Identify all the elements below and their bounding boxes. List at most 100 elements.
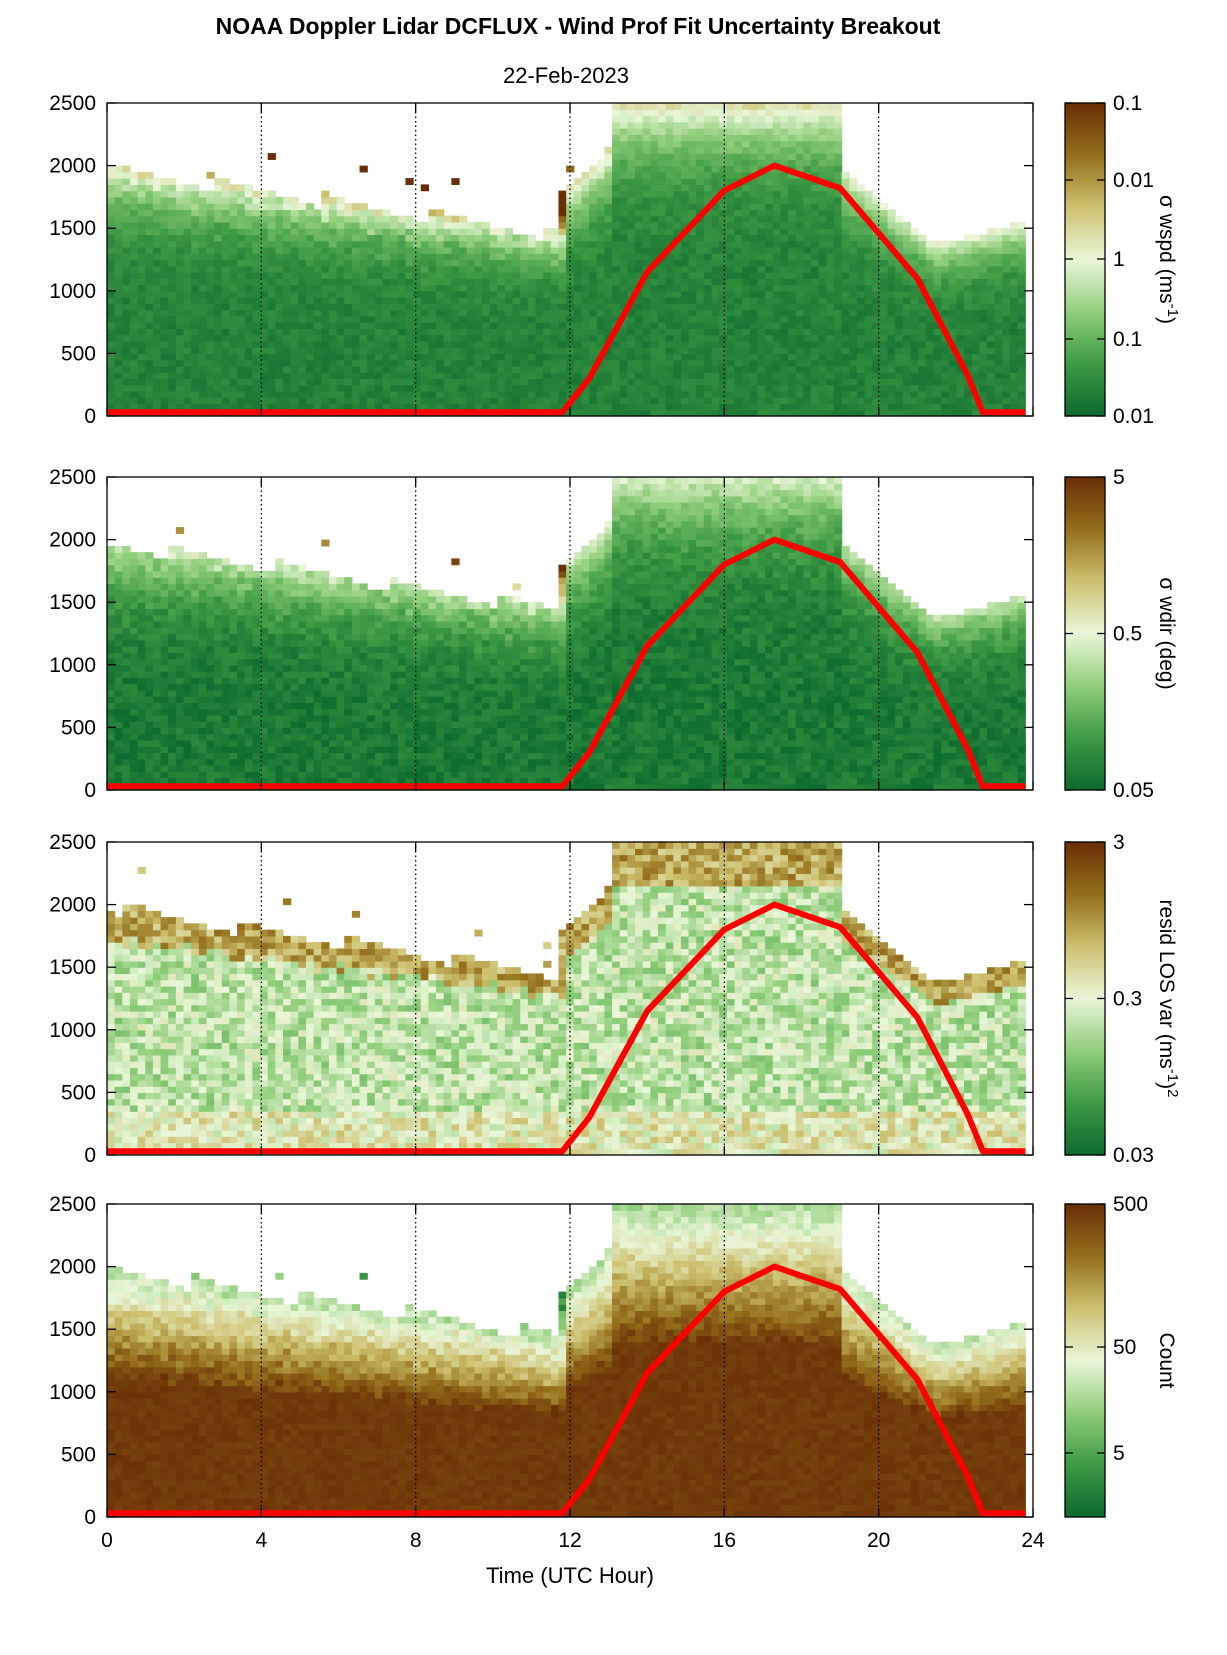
heatmap-cell xyxy=(971,347,980,354)
heatmap-cell xyxy=(420,278,429,286)
heatmap-cell xyxy=(673,284,682,292)
heatmap-cell xyxy=(818,121,827,129)
heatmap-cell xyxy=(137,771,146,779)
heatmap-cell xyxy=(1017,390,1026,398)
heatmap-cell xyxy=(160,570,169,578)
heatmap-cell xyxy=(642,278,651,286)
heatmap-cell xyxy=(864,228,873,236)
heatmap-cell xyxy=(887,297,896,304)
heatmap-cell xyxy=(566,278,575,286)
heatmap-cell xyxy=(765,215,774,223)
heatmap-cell xyxy=(742,203,751,211)
heatmap-cell xyxy=(252,240,261,248)
heatmap-cell xyxy=(175,583,185,591)
heatmap-cell xyxy=(420,309,429,317)
heatmap-cell xyxy=(191,334,200,342)
heatmap-cell xyxy=(420,297,429,304)
heatmap-cell xyxy=(436,365,445,373)
heatmap-cell xyxy=(657,215,667,223)
heatmap-cell xyxy=(612,203,621,211)
heatmap-cell xyxy=(979,347,988,354)
heatmap-cell xyxy=(267,303,276,311)
heatmap-cell xyxy=(145,290,154,298)
heatmap-cell xyxy=(688,284,697,292)
heatmap-cell xyxy=(925,409,935,417)
heatmap-cell xyxy=(948,334,958,342)
heatmap-cell xyxy=(642,209,651,217)
heatmap-cell xyxy=(910,347,919,354)
heatmap-cell xyxy=(734,372,743,380)
heatmap-cell xyxy=(627,209,636,217)
heatmap-cell xyxy=(811,309,820,317)
heatmap-cell xyxy=(887,234,896,242)
heatmap-cell xyxy=(145,184,154,192)
heatmap-cell xyxy=(719,228,728,236)
heatmap-cell xyxy=(711,322,720,329)
heatmap-cell xyxy=(650,203,659,211)
heatmap-cell xyxy=(244,365,253,373)
heatmap-cell xyxy=(183,390,192,398)
heatmap-cell xyxy=(788,246,797,254)
heatmap-cell xyxy=(244,272,253,279)
heatmap-cell xyxy=(987,228,996,236)
heatmap-cell xyxy=(703,409,713,417)
heatmap-cell xyxy=(680,284,690,292)
heatmap-cell xyxy=(107,671,116,678)
heatmap-cell xyxy=(359,322,368,329)
heatmap-cell xyxy=(811,359,820,367)
heatmap-cell xyxy=(183,303,192,311)
heatmap-cell xyxy=(122,758,131,766)
heatmap-cell xyxy=(780,246,789,254)
heatmap-cell xyxy=(803,278,812,286)
heatmap-cell xyxy=(474,246,483,254)
heatmap-cell xyxy=(719,390,728,398)
heatmap-cell xyxy=(833,322,843,329)
heatmap-cell xyxy=(175,184,185,192)
heatmap-cell xyxy=(887,390,896,398)
heatmap-cell xyxy=(344,278,353,286)
heatmap-cell xyxy=(703,315,713,323)
heatmap-cell xyxy=(260,359,269,367)
heatmap-cell xyxy=(673,190,682,198)
heatmap-cell xyxy=(650,178,659,185)
heatmap-cell xyxy=(780,115,789,123)
heatmap-cell xyxy=(137,221,146,229)
heatmap-cell xyxy=(627,334,636,342)
heatmap-cell xyxy=(811,290,820,298)
heatmap-cell xyxy=(757,340,766,348)
heatmap-cell xyxy=(612,390,621,398)
heatmap-cell xyxy=(1002,347,1011,354)
heatmap-cell xyxy=(137,577,146,585)
heatmap-cell xyxy=(910,322,919,329)
heatmap-cell xyxy=(987,240,996,248)
heatmap-cell xyxy=(283,284,292,292)
heatmap-cell xyxy=(765,178,774,185)
heatmap-cell xyxy=(1017,315,1026,323)
heatmap-cell xyxy=(344,384,353,392)
heatmap-cell xyxy=(137,290,146,298)
heatmap-cell xyxy=(726,153,736,160)
heatmap-cell xyxy=(696,190,705,198)
heatmap-cell xyxy=(665,334,674,342)
heatmap-cell xyxy=(826,128,835,135)
heatmap-cell xyxy=(719,403,728,411)
heatmap-cell xyxy=(635,209,644,217)
heatmap-cell xyxy=(964,328,973,336)
heatmap-cell xyxy=(214,365,223,373)
heatmap-cell xyxy=(390,297,399,304)
heatmap-cell xyxy=(145,347,154,354)
heatmap-cell xyxy=(703,153,713,160)
heatmap-cell xyxy=(145,564,154,572)
heatmap-cell xyxy=(757,384,766,392)
heatmap-cell xyxy=(987,384,996,392)
heatmap-cell xyxy=(558,265,567,273)
heatmap-cell xyxy=(788,290,797,298)
heatmap-cell xyxy=(275,297,284,304)
heatmap-cell xyxy=(635,109,644,117)
heatmap-cell xyxy=(344,246,353,254)
heatmap-cell xyxy=(451,328,460,336)
heatmap-cell xyxy=(168,608,177,616)
heatmap-cell xyxy=(290,221,299,229)
heatmap-cell xyxy=(879,259,889,267)
heatmap-cell xyxy=(321,315,330,323)
